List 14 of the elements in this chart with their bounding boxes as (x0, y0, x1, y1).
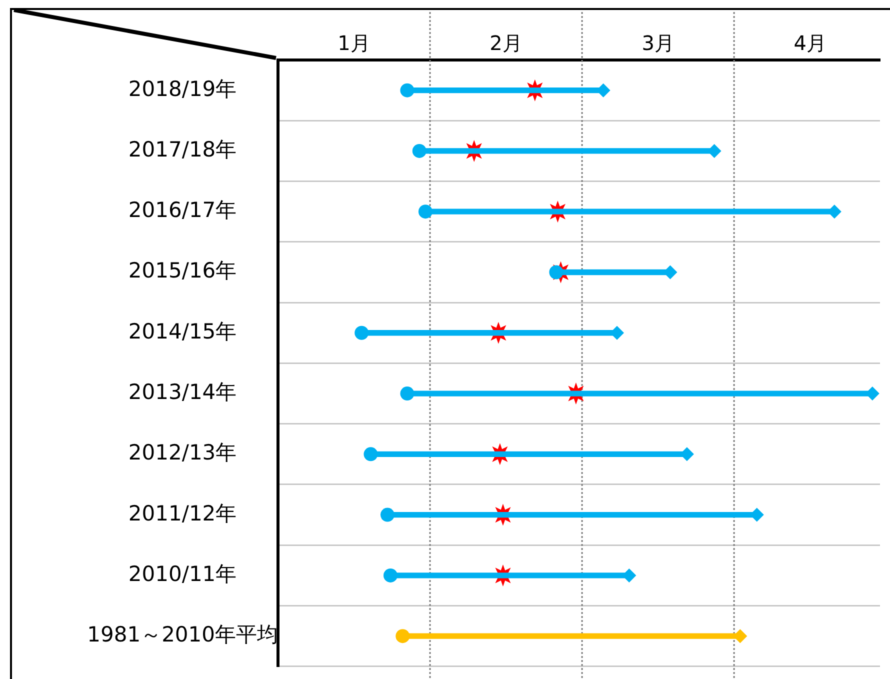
y-tick-label: 2011/12年 (128, 501, 237, 526)
y-tick-label: 2013/14年 (128, 380, 237, 404)
y-tick-label: 2010/11年 (128, 562, 237, 586)
y-tick-label: 2014/15年 (128, 319, 237, 344)
x-tick-label: 2月 (490, 31, 522, 56)
y-tick-label: 2018/19年 (128, 76, 237, 101)
y-tick-label: 2015/16年 (128, 258, 237, 283)
y-tick-label: 2012/13年 (128, 440, 237, 465)
x-tick-label: 4月 (794, 31, 826, 56)
y-tick-label: 2017/18年 (128, 137, 237, 162)
x-tick-label: 1月 (338, 31, 370, 56)
x-tick-label: 3月 (642, 31, 674, 56)
y-tick-label: 1981～2010年平均 (87, 622, 278, 647)
y-tick-label: 2016/17年 (128, 198, 237, 222)
